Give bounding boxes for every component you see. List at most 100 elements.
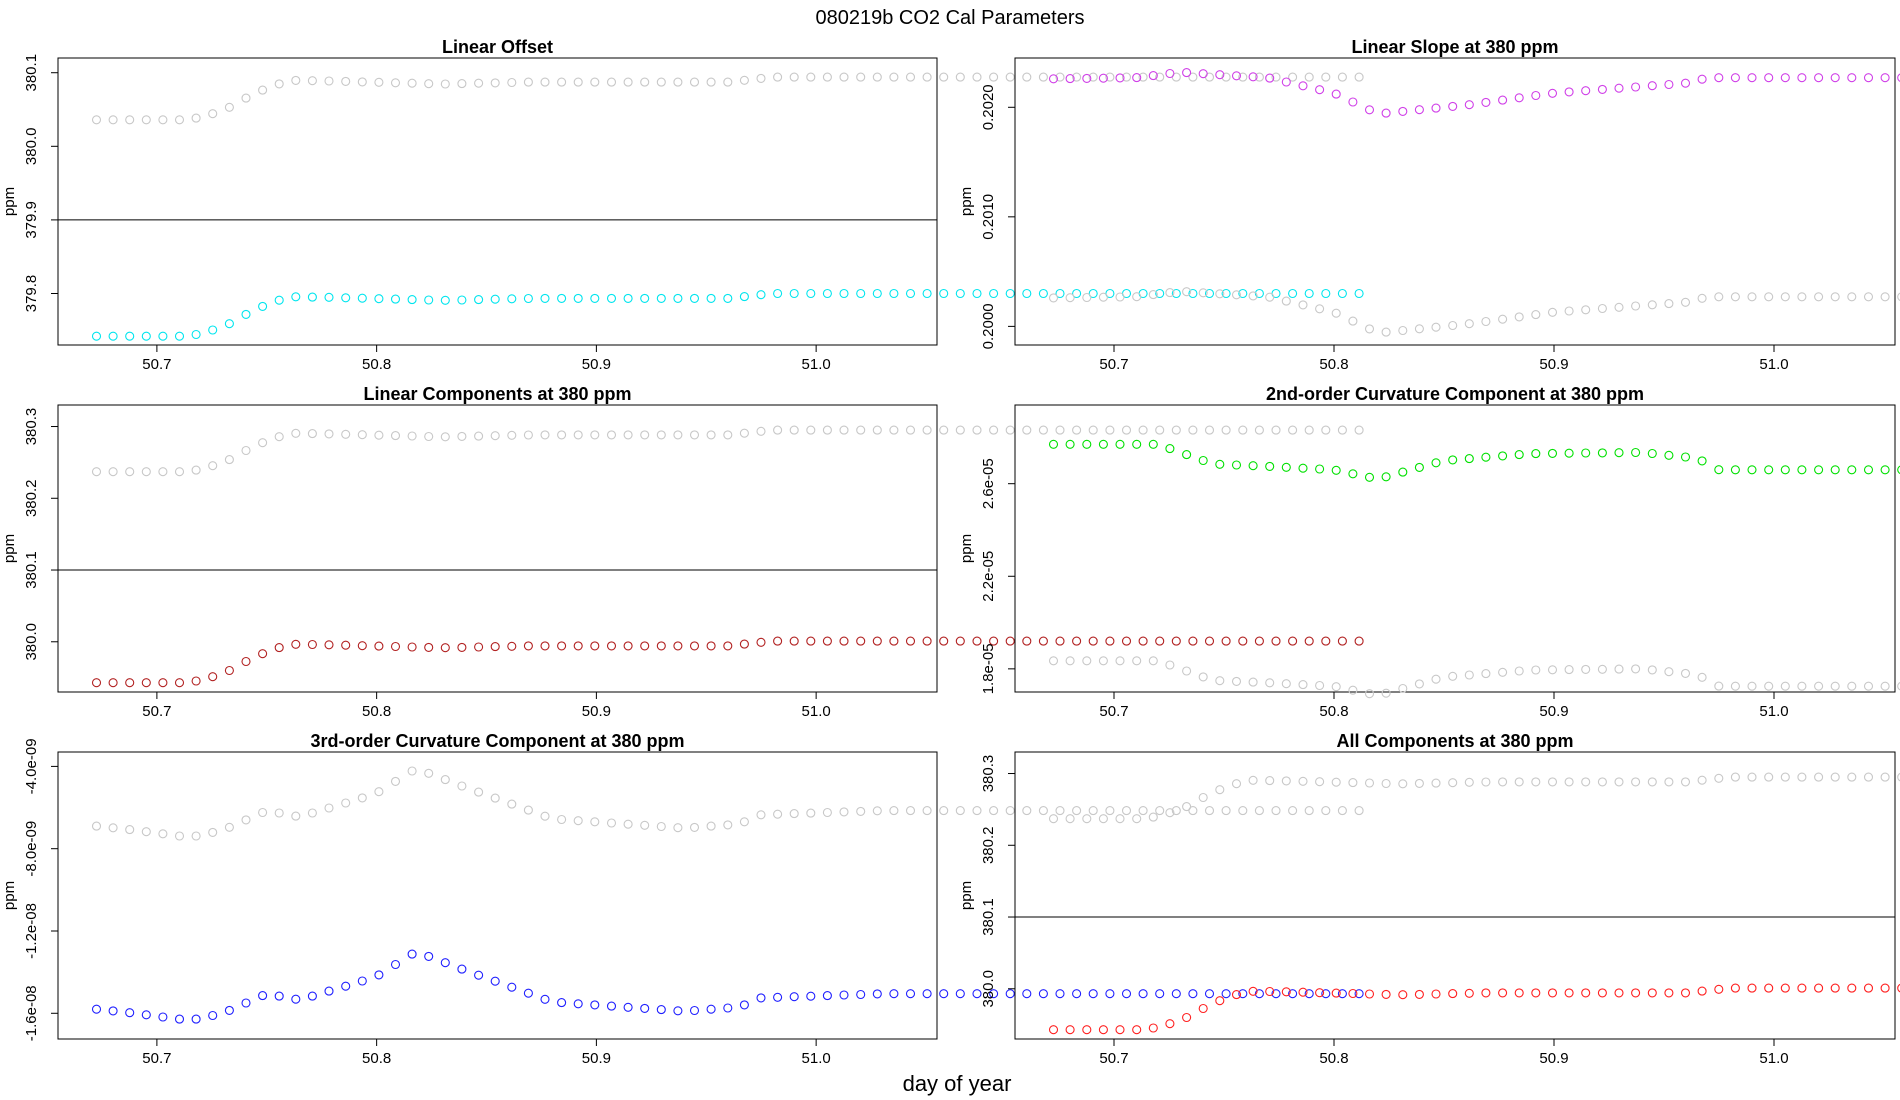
data-point (773, 809, 783, 819)
data-point (1331, 308, 1341, 318)
data-point (1631, 447, 1641, 458)
data-point (1614, 988, 1624, 998)
data-point (1331, 465, 1341, 475)
data-point (806, 636, 816, 646)
data-point (822, 72, 832, 82)
data-point (1863, 772, 1874, 782)
data-point (1155, 425, 1165, 435)
data-point (1847, 292, 1857, 302)
figure-title: 080219b CO2 Cal Parameters (815, 7, 1084, 29)
data-point (939, 425, 949, 435)
data-point (341, 293, 351, 303)
data-point (1298, 680, 1308, 690)
data-point (1337, 989, 1347, 999)
data-point (507, 799, 517, 809)
data-point (1005, 806, 1015, 816)
data-point (623, 77, 633, 87)
data-point (174, 331, 185, 341)
data-point (1072, 72, 1082, 82)
data-point (1221, 425, 1231, 435)
data-point (1448, 778, 1458, 788)
data-point (1498, 451, 1508, 461)
data-point (706, 1004, 716, 1014)
data-point (1121, 989, 1132, 999)
data-point (1780, 73, 1790, 83)
x-tick-label: 51.0 (802, 356, 831, 373)
data-point (1221, 636, 1231, 646)
y-tick-label: -4.0e-09 (23, 738, 40, 794)
y-tick-label: 0.2000 (980, 303, 997, 349)
data-point (1381, 108, 1391, 118)
data-point (1514, 777, 1524, 787)
data-point (1348, 97, 1358, 107)
data-point (1238, 989, 1248, 999)
data-point (1022, 425, 1032, 435)
data-point (856, 989, 866, 1000)
data-point (1797, 465, 1807, 475)
data-point (208, 325, 218, 335)
data-point (1288, 72, 1298, 82)
data-point (1830, 292, 1840, 302)
data-point (1547, 307, 1558, 317)
data-point (640, 293, 650, 303)
data-point (922, 989, 932, 999)
data-point (1304, 72, 1314, 82)
data-point (1664, 450, 1674, 460)
data-point (1514, 312, 1524, 322)
data-point (1138, 425, 1148, 435)
x-axis-label: day of year (903, 1071, 1012, 1096)
data-point (1547, 448, 1558, 458)
data-point (191, 329, 201, 340)
data-point (1597, 448, 1607, 458)
data-point (208, 1010, 218, 1021)
data-point (822, 288, 832, 299)
data-point (1304, 636, 1314, 646)
data-point (1231, 990, 1242, 1000)
data-point (1564, 448, 1574, 458)
data-point (1514, 988, 1524, 998)
panel-title: Linear Offset (442, 37, 553, 57)
data-point (1038, 989, 1048, 999)
data-point (1730, 73, 1740, 83)
data-point (1764, 983, 1774, 993)
data-point (1171, 636, 1181, 646)
data-point (955, 636, 965, 646)
data-point (939, 636, 949, 646)
data-point (1680, 452, 1691, 462)
data-point (523, 430, 533, 440)
data-point (224, 665, 234, 676)
data-point (474, 78, 484, 88)
y-tick-label: 380.0 (23, 128, 40, 166)
data-point (1304, 288, 1314, 299)
data-point (125, 331, 135, 341)
data-point (1364, 778, 1375, 788)
data-point (739, 292, 749, 302)
data-point (1182, 666, 1192, 676)
data-point (1121, 72, 1132, 82)
data-point (258, 301, 268, 311)
x-tick-label: 50.9 (1539, 1050, 1568, 1067)
data-point (756, 426, 766, 436)
data-point (1564, 777, 1574, 787)
data-point (822, 636, 832, 646)
data-point (573, 77, 583, 87)
data-point (1132, 439, 1142, 449)
data-point (1231, 290, 1242, 300)
data-point (540, 994, 550, 1004)
chart-panel-2: Linear Slope at 380 ppm ppm 50.7 50.8 50.9 51… (958, 37, 1900, 373)
data-point (407, 949, 417, 959)
data-point (258, 991, 268, 1001)
data-point (507, 641, 517, 651)
data-point (1714, 465, 1724, 475)
data-point (1121, 425, 1132, 435)
data-point (606, 293, 617, 303)
data-point (1697, 775, 1707, 785)
data-point (1221, 806, 1231, 816)
data-point (723, 1003, 733, 1013)
data-point (573, 999, 583, 1009)
y-tick-label: 379.9 (23, 201, 40, 239)
data-point (125, 1008, 135, 1018)
chart-panel-4: 2nd-order Curvature Component at 380 ppm… (958, 384, 1900, 720)
data-point (557, 814, 567, 825)
data-point (1082, 73, 1092, 83)
